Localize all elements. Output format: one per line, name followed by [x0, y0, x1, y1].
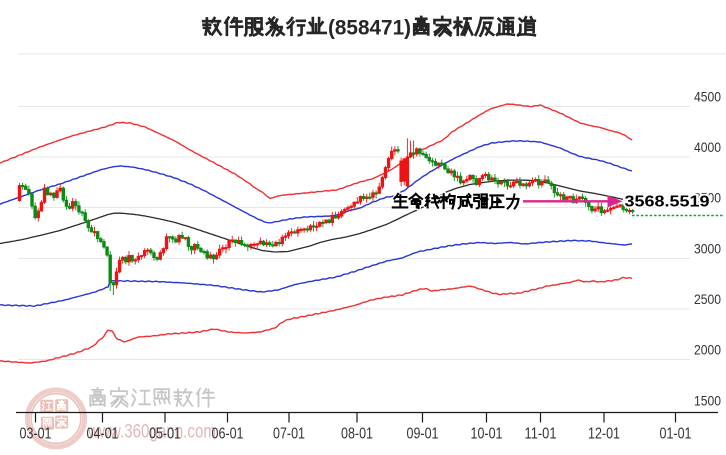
svg-text:(858471): (858471) — [328, 17, 411, 40]
svg-text:08-01: 08-01 — [341, 426, 373, 443]
svg-text:12-01: 12-01 — [588, 426, 620, 443]
svg-text:05-01: 05-01 — [149, 426, 181, 443]
svg-text:09-01: 09-01 — [407, 426, 439, 443]
svg-text:3568.5519: 3568.5519 — [625, 194, 710, 211]
svg-text:4000: 4000 — [694, 139, 721, 155]
svg-text:01-01: 01-01 — [660, 426, 692, 443]
svg-text:10-01: 10-01 — [471, 426, 503, 443]
svg-text:3568.5519: 3568.5519 — [625, 194, 710, 211]
svg-text:2000: 2000 — [694, 342, 721, 358]
svg-text:03-01: 03-01 — [20, 426, 52, 443]
svg-text:www.360gann.com: www.360gann.com — [87, 422, 216, 443]
svg-text:04-01: 04-01 — [87, 426, 119, 443]
svg-text:3500: 3500 — [694, 190, 721, 206]
svg-text:1500: 1500 — [694, 393, 721, 409]
svg-text:07-01: 07-01 — [273, 426, 305, 443]
svg-text:2500: 2500 — [694, 291, 721, 307]
svg-text:06-01: 06-01 — [212, 426, 244, 443]
svg-text:3000: 3000 — [694, 241, 721, 257]
svg-text:11-01: 11-01 — [525, 426, 557, 443]
svg-text:4500: 4500 — [694, 89, 721, 105]
